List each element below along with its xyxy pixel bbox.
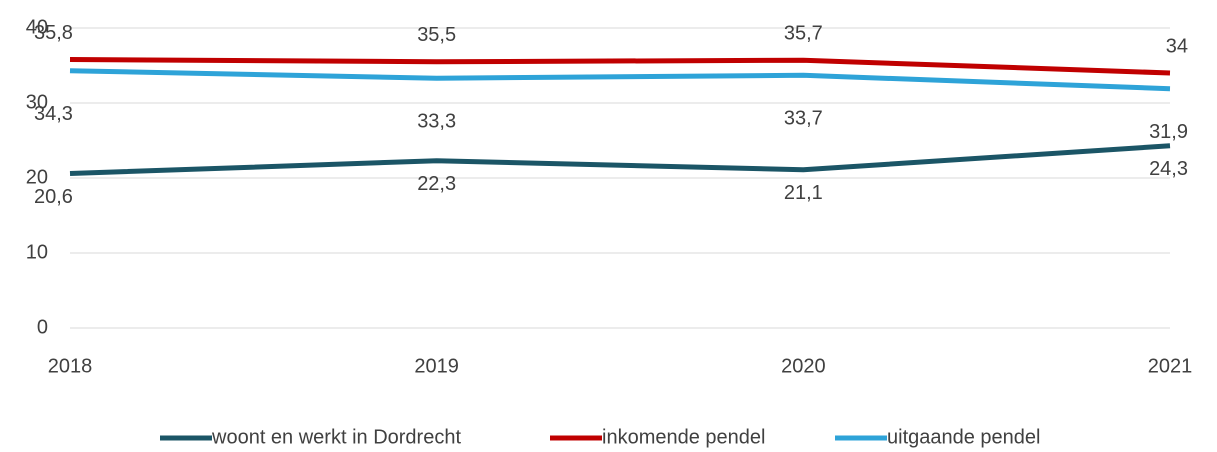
y-tick-label: 30 bbox=[26, 91, 48, 113]
series-line bbox=[69, 143, 1171, 176]
data-label: 34 bbox=[1166, 35, 1188, 57]
data-label: 33,3 bbox=[417, 111, 456, 133]
data-label: 20,6 bbox=[34, 186, 73, 208]
data-label: 31,9 bbox=[1149, 121, 1188, 143]
series-line bbox=[69, 57, 1171, 76]
y-tick-label: 10 bbox=[26, 241, 48, 263]
x-tick-label: 2021 bbox=[1148, 355, 1193, 377]
series-line bbox=[69, 68, 1171, 92]
data-label: 35,7 bbox=[784, 23, 823, 45]
data-label: 34,3 bbox=[34, 103, 73, 125]
x-tick-label: 2020 bbox=[781, 355, 826, 377]
data-label: 35,8 bbox=[34, 22, 73, 44]
data-label: 24,3 bbox=[1149, 158, 1188, 180]
data-label: 21,1 bbox=[784, 182, 823, 204]
legend-label: uitgaande pendel bbox=[887, 426, 1040, 448]
x-tick-label: 2019 bbox=[414, 355, 459, 377]
y-tick-label: 20 bbox=[26, 166, 48, 188]
y-tick-label: 0 bbox=[37, 316, 48, 338]
x-tick-label: 2018 bbox=[48, 355, 93, 377]
y-tick-label: 40 bbox=[26, 16, 48, 38]
data-label: 33,7 bbox=[784, 108, 823, 130]
data-label: 35,5 bbox=[417, 24, 456, 46]
legend-label: woont en werkt in Dordrecht bbox=[211, 426, 461, 448]
legend-label: inkomende pendel bbox=[602, 426, 765, 448]
data-label: 22,3 bbox=[417, 173, 456, 195]
